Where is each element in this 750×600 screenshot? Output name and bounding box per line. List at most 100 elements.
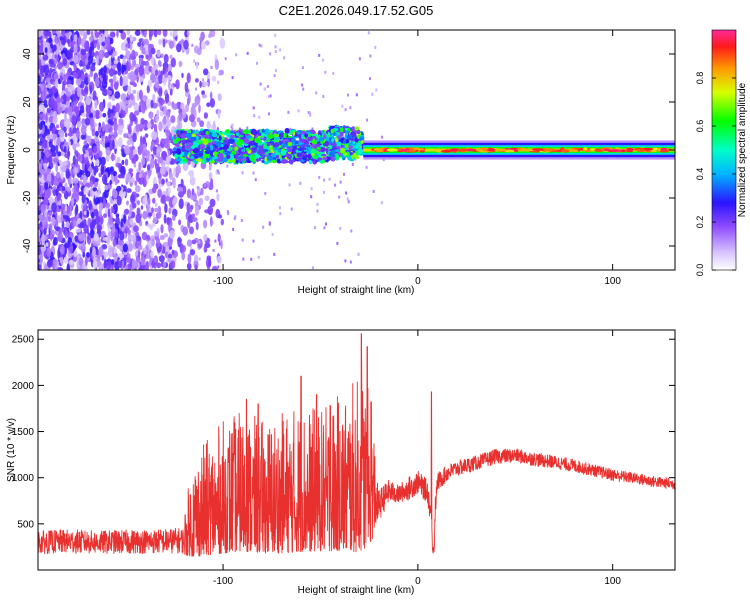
spectrogram-cell xyxy=(53,72,59,82)
spectrogram-cell xyxy=(53,138,57,146)
spectrogram-cell xyxy=(234,215,237,219)
spectrogram-cell xyxy=(82,89,86,97)
spectrogram-cell xyxy=(173,30,178,37)
spectrogram-cell xyxy=(136,241,140,248)
spectrogram-cell xyxy=(178,190,184,198)
spectrogram-cell xyxy=(116,156,121,163)
spectrogram-cell xyxy=(85,256,88,267)
spectrogram-cell xyxy=(98,202,104,212)
spectrogram-cell xyxy=(86,30,91,36)
spectrogram-cell xyxy=(369,77,371,81)
spectrogram-cell xyxy=(272,142,280,148)
spectrogram-cell xyxy=(164,203,168,214)
spectrogram-cell xyxy=(98,251,102,257)
spectrogram-cell xyxy=(315,91,318,95)
spectrogram-cell xyxy=(139,142,144,153)
spectrogram-cell xyxy=(208,33,212,39)
spectrogram-cell xyxy=(82,66,87,73)
spectrogram-cell xyxy=(620,149,627,153)
spectrogram-cell xyxy=(115,228,119,239)
spectrogram-cell xyxy=(48,197,55,205)
spectrogram-cell xyxy=(55,124,60,129)
spectrogram-cell xyxy=(127,229,131,235)
colorbar-tick-label: 0.2 xyxy=(695,216,705,229)
spectrogram-cell xyxy=(46,205,50,210)
spectrogram-cell xyxy=(307,144,311,148)
spectrogram-cell xyxy=(150,99,154,109)
spectrogram-cell xyxy=(89,187,93,197)
spectrogram-cell xyxy=(46,168,51,175)
spectrogram-cell xyxy=(190,156,195,160)
spectrogram-cell xyxy=(268,222,271,226)
spectrogram-cell xyxy=(355,93,358,97)
spectrogram-cell xyxy=(98,49,104,60)
spectrogram-cell xyxy=(141,156,146,166)
spectrogram-cell xyxy=(126,60,129,68)
spectrogram-cell xyxy=(217,80,220,84)
spectrogram-cell xyxy=(68,140,71,146)
spectrogram-cell xyxy=(195,61,199,70)
spectrogram-cell xyxy=(155,242,159,248)
spectrogram-cell xyxy=(82,251,86,258)
spectrogram-cell xyxy=(68,259,74,266)
spectrogram-cell xyxy=(99,132,104,137)
spectrogram-cell xyxy=(234,146,239,152)
spectrogram-cell xyxy=(162,38,166,48)
spectrogram-cell xyxy=(124,265,129,270)
spectrogram-cell xyxy=(217,214,223,219)
spectrogram-cell xyxy=(338,195,341,199)
spectrogram-cell xyxy=(211,221,214,225)
spectrogram-cell xyxy=(129,208,133,216)
spectrogram-cell xyxy=(335,154,339,161)
spectrogram-cell xyxy=(216,169,219,173)
spectrogram-cell xyxy=(261,160,265,163)
spectrogram-cell xyxy=(154,82,160,89)
spectrogram-cell xyxy=(55,162,59,173)
spectrogram-cell xyxy=(254,178,257,182)
y-tick-label: 2000 xyxy=(12,381,35,392)
spectrogram-cell xyxy=(254,153,260,160)
spectrogram-cell xyxy=(329,144,333,150)
spectrogram-cell xyxy=(138,249,141,259)
spectrogram-cell xyxy=(131,157,137,164)
spectrogram-cell xyxy=(87,135,92,144)
spectrogram-cell xyxy=(200,132,206,136)
spectrogram-cell xyxy=(330,134,334,138)
spectrogram-cell xyxy=(44,47,48,54)
spectrogram-cell xyxy=(283,56,286,60)
spectrogram-cell xyxy=(231,123,234,127)
spectrogram-cell xyxy=(236,156,244,159)
spectrogram-cell xyxy=(38,75,41,85)
spectrogram-cell xyxy=(75,77,82,86)
spectrogram-cell xyxy=(271,159,277,163)
spectrogram-cell xyxy=(140,118,145,125)
spectrogram-cell xyxy=(135,30,141,36)
spectrogram-cell xyxy=(154,202,158,207)
spectrogram-cell xyxy=(169,54,173,60)
spectrogram-cell xyxy=(85,156,89,164)
spectrogram-cell xyxy=(165,118,171,129)
spectrogram-cell xyxy=(299,138,306,142)
spectrogram-cell xyxy=(46,259,53,268)
spectrogram-cell xyxy=(141,47,146,55)
spectrogram-cell xyxy=(176,43,182,53)
spectrogram-cell xyxy=(217,93,222,101)
spectrogram-cell xyxy=(323,178,326,182)
spectrogram-cell xyxy=(241,171,244,175)
spectrogram-cell xyxy=(61,53,66,59)
spectrogram-cell xyxy=(151,66,157,71)
spectrogram-cell xyxy=(203,81,209,87)
spectrogram-cell xyxy=(128,232,131,243)
spectrogram-cell xyxy=(118,101,125,107)
spectrogram-cell xyxy=(286,153,292,160)
spectrogram-cell xyxy=(126,30,131,36)
spectrogram-cell xyxy=(42,138,48,149)
spectrogram-cell xyxy=(113,81,119,90)
spectrogram-cell xyxy=(44,188,51,199)
spectrogram-cell xyxy=(140,135,143,145)
spectrogram-cell xyxy=(99,111,103,118)
spectrogram-cell xyxy=(196,186,199,190)
spectrogram-cell xyxy=(181,144,185,151)
spectrogram-cell xyxy=(290,207,293,211)
spectrogram-cell xyxy=(110,31,116,38)
